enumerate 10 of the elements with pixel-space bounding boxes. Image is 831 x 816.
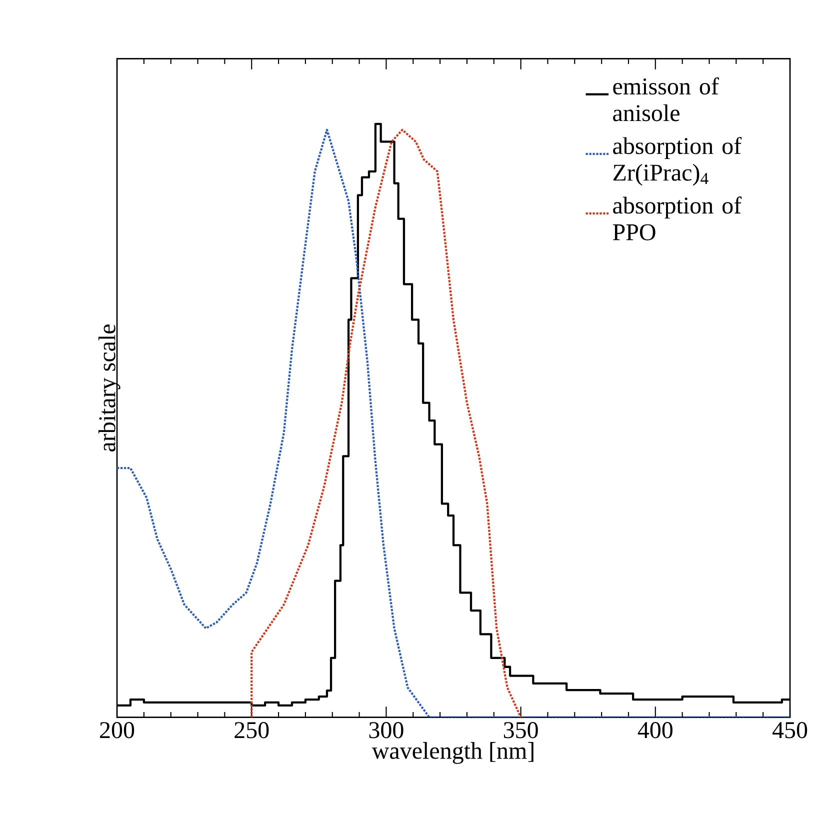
x-tick-label: 300 <box>369 722 404 738</box>
x-tick-label: 450 <box>772 722 808 738</box>
y-axis-title: arbitary scale <box>98 324 120 452</box>
x-tick-label: 400 <box>638 722 672 738</box>
x-axis-title: wavelength [nm] <box>372 742 534 764</box>
legend-label: absorption of PPO <box>612 196 742 240</box>
legend-label: absorption of Zr(iPrac)$_{4}$ <box>613 136 742 186</box>
x-tick-label: 350 <box>504 722 538 738</box>
x-tick-label: 250 <box>234 722 269 738</box>
x-tick-label: 200 <box>100 722 134 738</box>
